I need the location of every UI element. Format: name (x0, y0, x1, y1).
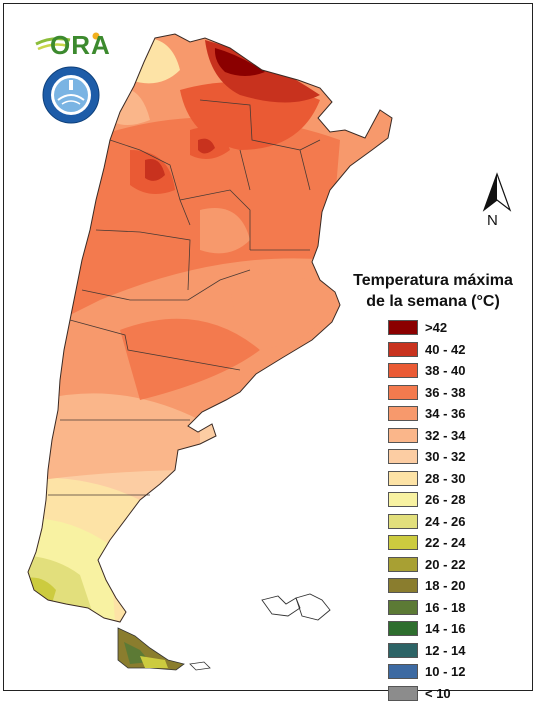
legend-label: < 10 (425, 686, 451, 701)
legend-swatch (388, 643, 418, 658)
legend-label: 16 - 18 (425, 600, 465, 615)
smn-logo (42, 66, 100, 124)
legend-label: 32 - 34 (425, 428, 465, 443)
legend-item: 34 - 36 (388, 403, 465, 425)
legend-title: Temperatura máxima de la semana (°C) (338, 270, 528, 312)
legend-swatch (388, 342, 418, 357)
legend-item: >42 (388, 317, 465, 339)
legend-swatch (388, 385, 418, 400)
legend-item: 32 - 34 (388, 425, 465, 447)
legend-swatch (388, 686, 418, 701)
legend-title-line2: de la semana (°C) (338, 291, 528, 312)
legend-item: 38 - 40 (388, 360, 465, 382)
legend-swatch (388, 471, 418, 486)
legend-label: 28 - 30 (425, 471, 465, 486)
legend-swatch (388, 449, 418, 464)
legend-swatch (388, 621, 418, 636)
legend-item: 30 - 32 (388, 446, 465, 468)
legend-label: 38 - 40 (425, 363, 465, 378)
legend-item: 14 - 16 (388, 618, 465, 640)
legend-swatch (388, 535, 418, 550)
legend-label: 20 - 22 (425, 557, 465, 572)
legend-label: 10 - 12 (425, 664, 465, 679)
legend-swatch (388, 600, 418, 615)
legend-label: 12 - 14 (425, 643, 465, 658)
legend-label: 14 - 16 (425, 621, 465, 636)
legend-swatch (388, 664, 418, 679)
tierra-del-fuego (118, 628, 210, 670)
legend-label: >42 (425, 320, 447, 335)
legend-item: 10 - 12 (388, 661, 465, 683)
legend-item: 12 - 14 (388, 640, 465, 662)
legend-item: 24 - 26 (388, 511, 465, 533)
legend-swatch (388, 578, 418, 593)
legend-label: 18 - 20 (425, 578, 465, 593)
legend-swatch (388, 557, 418, 572)
islands-outline (262, 594, 330, 620)
legend-label: 30 - 32 (425, 449, 465, 464)
legend-item: 26 - 28 (388, 489, 465, 511)
legend-swatch (388, 514, 418, 529)
legend-item: 40 - 42 (388, 339, 465, 361)
legend-item: < 10 (388, 683, 465, 704)
legend-item: 22 - 24 (388, 532, 465, 554)
legend-swatch (388, 492, 418, 507)
legend-item: 28 - 30 (388, 468, 465, 490)
legend-swatch (388, 406, 418, 421)
legend-title-line1: Temperatura máxima (338, 270, 528, 291)
ora-logo-text: ORA (50, 30, 111, 61)
legend-swatch (388, 320, 418, 335)
legend-label: 40 - 42 (425, 342, 465, 357)
legend-label: 34 - 36 (425, 406, 465, 421)
legend-label: 36 - 38 (425, 385, 465, 400)
north-label: N (487, 212, 498, 229)
legend-label: 22 - 24 (425, 535, 465, 550)
legend-swatch (388, 363, 418, 378)
legend: >42 40 - 42 38 - 40 36 - 38 34 - 36 32 - 34 30… (388, 317, 465, 704)
legend-label: 26 - 28 (425, 492, 465, 507)
legend-swatch (388, 428, 418, 443)
legend-item: 16 - 18 (388, 597, 465, 619)
legend-label: 24 - 26 (425, 514, 465, 529)
legend-item: 36 - 38 (388, 382, 465, 404)
legend-item: 18 - 20 (388, 575, 465, 597)
legend-item: 20 - 22 (388, 554, 465, 576)
